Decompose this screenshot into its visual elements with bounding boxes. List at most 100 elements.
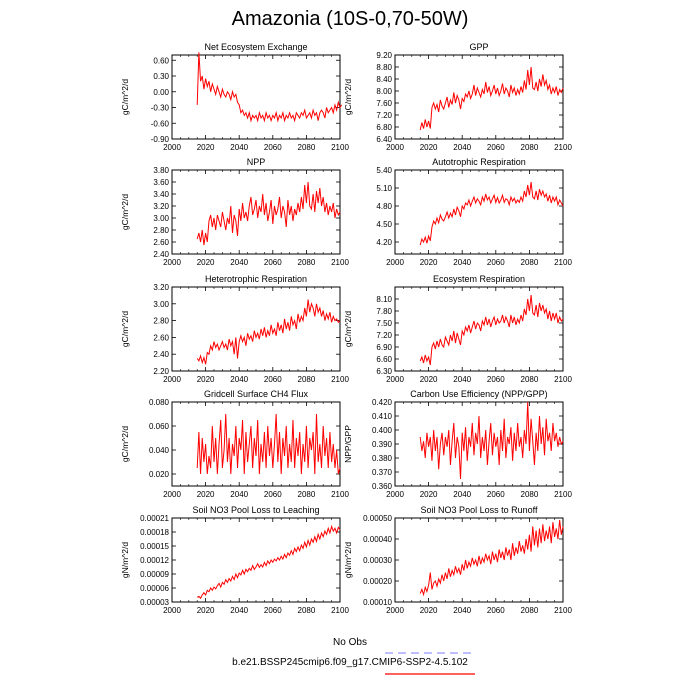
x-tick-label: 2020 xyxy=(420,143,438,152)
x-tick-label: 2000 xyxy=(386,606,404,615)
chart-title: Autotrophic Respiration xyxy=(432,157,526,167)
plot-frame xyxy=(394,169,564,255)
series-line xyxy=(419,294,564,366)
y-tick-label: 2.60 xyxy=(153,238,169,247)
y-tick-label: -0.60 xyxy=(151,119,170,128)
y-tick-label: 0.020 xyxy=(149,470,170,479)
x-tick-label: 2000 xyxy=(163,258,181,267)
y-tick-label: 2.20 xyxy=(153,367,169,376)
x-tick-label: 2040 xyxy=(230,143,248,152)
y-tick-label: 3.00 xyxy=(153,214,169,223)
x-tick-label: 2060 xyxy=(264,490,282,499)
y-tick-label: 3.40 xyxy=(153,190,169,199)
x-tick-label: 2060 xyxy=(487,375,505,384)
y-tick-label: 4.20 xyxy=(376,238,392,247)
y-tick-label: 8.00 xyxy=(376,87,392,96)
y-tick-label: 0.00030 xyxy=(363,556,392,565)
chart-title: Net Ecosystem Exchange xyxy=(204,42,307,52)
y-tick-label: 2.60 xyxy=(153,333,169,342)
legend-obs-line xyxy=(385,652,475,654)
y-tick-label: 3.60 xyxy=(153,178,169,187)
x-tick-label: 2100 xyxy=(554,490,572,499)
x-tick-label: 2060 xyxy=(264,606,282,615)
y-tick-label: 0.370 xyxy=(372,468,393,477)
series-line xyxy=(196,413,341,475)
chart-panel-3: NPP 2000 2020 2040 2060 2080 2100 2.40 2.60 2.80 3… xyxy=(120,157,349,267)
chart-panel-6: Ecosystem Respiration 2000 2020 2040 2060 208… xyxy=(343,274,572,384)
y-axis-label: gC/m^2/d xyxy=(120,311,130,347)
x-tick-label: 2060 xyxy=(487,490,505,499)
x-tick-label: 2060 xyxy=(487,143,505,152)
chart-title: Ecosystem Respiration xyxy=(433,274,525,284)
y-tick-label: 0.00 xyxy=(153,88,169,97)
chart-panel-4: Autotrophic Respiration 2000 2020 2040 2060 2… xyxy=(376,157,572,267)
x-tick-label: 2000 xyxy=(163,143,181,152)
chart-panel-7: Gridcell Surface CH4 Flux 2000 2020 2040 206… xyxy=(120,389,349,499)
y-axis-label: gC/m^2/d xyxy=(343,79,353,115)
x-tick-label: 2020 xyxy=(420,490,438,499)
x-tick-label: 2080 xyxy=(298,143,316,152)
y-tick-label: 0.380 xyxy=(372,454,393,463)
series-line xyxy=(419,520,564,597)
x-tick-label: 2020 xyxy=(197,375,215,384)
x-tick-label: 2080 xyxy=(521,490,539,499)
y-axis-label: gC/m^2/d xyxy=(120,194,130,230)
y-tick-label: 0.30 xyxy=(153,72,169,81)
x-tick-label: 2040 xyxy=(230,606,248,615)
y-tick-label: 0.410 xyxy=(372,412,393,421)
y-tick-label: 6.40 xyxy=(376,135,392,144)
y-tick-label: 3.20 xyxy=(153,202,169,211)
y-tick-label: 2.80 xyxy=(153,226,169,235)
x-tick-label: 2020 xyxy=(420,375,438,384)
x-tick-label: 2000 xyxy=(163,375,181,384)
y-tick-label: 7.20 xyxy=(376,111,392,120)
chart-title: Soil NO3 Pool Loss to Runoff xyxy=(421,505,538,515)
series-line xyxy=(196,181,341,246)
chart-panel-9: Soil NO3 Pool Loss to Leaching 2000 2020 20… xyxy=(120,505,349,615)
x-tick-label: 2100 xyxy=(331,606,349,615)
chart-panel-1: Net Ecosystem Exchange 2000 2020 2040 2060 20… xyxy=(120,42,349,152)
y-tick-label: 0.00006 xyxy=(140,584,169,593)
x-tick-label: 2020 xyxy=(420,258,438,267)
x-tick-label: 2040 xyxy=(453,606,471,615)
x-tick-label: 2000 xyxy=(386,375,404,384)
chart-panel-10: Soil NO3 Pool Loss to Runoff 2000 2020 2040… xyxy=(343,505,572,615)
chart-title: Soil NO3 Pool Loss to Leaching xyxy=(192,505,319,515)
plot-frame xyxy=(394,517,564,603)
series-line xyxy=(196,52,343,123)
y-axis-label: gC/m^2/d xyxy=(120,426,130,462)
x-tick-label: 2020 xyxy=(197,606,215,615)
x-tick-label: 2000 xyxy=(386,258,404,267)
x-tick-label: 2080 xyxy=(298,258,316,267)
series-line xyxy=(419,66,564,131)
x-tick-label: 2100 xyxy=(554,143,572,152)
y-tick-label: 0.060 xyxy=(149,422,170,431)
x-tick-label: 2040 xyxy=(453,490,471,499)
x-tick-label: 2080 xyxy=(521,606,539,615)
x-tick-label: 2000 xyxy=(163,490,181,499)
y-tick-label: 0.390 xyxy=(372,440,393,449)
y-tick-label: 0.60 xyxy=(153,56,169,65)
x-tick-label: 2080 xyxy=(298,490,316,499)
x-tick-label: 2020 xyxy=(420,606,438,615)
y-tick-label: 9.20 xyxy=(376,51,392,60)
y-tick-label: -0.90 xyxy=(151,135,170,144)
x-tick-label: 2040 xyxy=(230,490,248,499)
x-tick-label: 2020 xyxy=(197,490,215,499)
x-tick-label: 2000 xyxy=(386,490,404,499)
y-tick-label: 6.30 xyxy=(376,367,392,376)
x-tick-label: 2040 xyxy=(230,258,248,267)
x-tick-label: 2080 xyxy=(298,606,316,615)
y-tick-label: 0.00050 xyxy=(363,514,392,523)
x-tick-label: 2080 xyxy=(298,375,316,384)
x-tick-label: 2100 xyxy=(554,375,572,384)
y-tick-label: 0.00003 xyxy=(140,598,169,607)
y-tick-label: 4.50 xyxy=(376,220,392,229)
chart-title: Heterotrophic Respiration xyxy=(205,274,307,284)
y-tick-label: 0.00015 xyxy=(140,542,169,551)
page-title: Amazonia (10S-0,70-50W) xyxy=(231,8,469,30)
y-axis-label: gN/m^2/d xyxy=(120,542,130,578)
x-tick-label: 2040 xyxy=(453,143,471,152)
x-tick-label: 2100 xyxy=(554,606,572,615)
